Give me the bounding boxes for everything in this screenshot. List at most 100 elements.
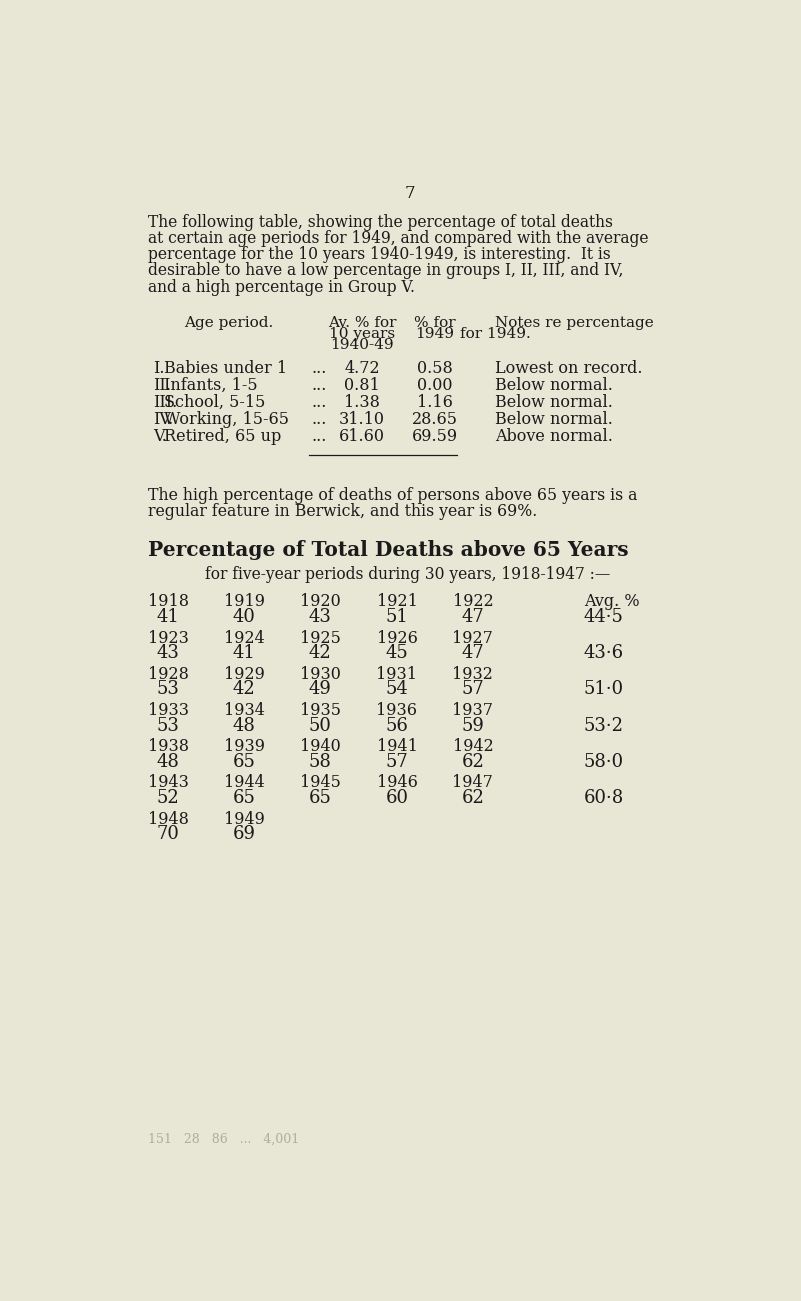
Text: Percentage of Total Deaths above 65 Years: Percentage of Total Deaths above 65 Year… <box>148 540 629 559</box>
Text: 58: 58 <box>309 753 332 771</box>
Text: 65: 65 <box>309 790 332 807</box>
Text: Notes re percentage: Notes re percentage <box>495 316 654 330</box>
Text: 0.81: 0.81 <box>344 377 380 394</box>
Text: 57: 57 <box>385 753 409 771</box>
Text: 1923: 1923 <box>148 630 189 647</box>
Text: 1945: 1945 <box>300 774 340 791</box>
Text: ...: ... <box>312 394 327 411</box>
Text: 1924: 1924 <box>224 630 264 647</box>
Text: 4.72: 4.72 <box>344 360 380 377</box>
Text: Age period.: Age period. <box>183 316 273 330</box>
Text: 1926: 1926 <box>376 630 417 647</box>
Text: ...: ... <box>312 428 327 445</box>
Text: Above normal.: Above normal. <box>495 428 614 445</box>
Text: desirable to have a low percentage in groups I, II, III, and IV,: desirable to have a low percentage in gr… <box>148 263 623 280</box>
Text: 70: 70 <box>157 825 179 843</box>
Text: 62: 62 <box>461 790 485 807</box>
Text: 1920: 1920 <box>300 593 340 610</box>
Text: 51·0: 51·0 <box>584 680 624 699</box>
Text: 48: 48 <box>233 717 256 735</box>
Text: Below normal.: Below normal. <box>495 411 614 428</box>
Text: 1944: 1944 <box>224 774 264 791</box>
Text: 1929: 1929 <box>223 666 264 683</box>
Text: 52: 52 <box>157 790 179 807</box>
Text: 59: 59 <box>461 717 485 735</box>
Text: 49: 49 <box>309 680 332 699</box>
Text: 1.38: 1.38 <box>344 394 380 411</box>
Text: ...: ... <box>312 411 327 428</box>
Text: 61.60: 61.60 <box>339 428 385 445</box>
Text: 1948: 1948 <box>148 811 189 827</box>
Text: 47: 47 <box>461 644 485 662</box>
Text: 1949: 1949 <box>223 811 264 827</box>
Text: 1940: 1940 <box>300 738 340 756</box>
Text: for five-year periods during 30 years, 1918-1947 :—: for five-year periods during 30 years, 1… <box>205 566 610 583</box>
Text: 42: 42 <box>309 644 332 662</box>
Text: 1937: 1937 <box>453 703 493 719</box>
Text: 151   28   86   ...   4,001: 151 28 86 ... 4,001 <box>148 1132 300 1145</box>
Text: 69: 69 <box>233 825 256 843</box>
Text: 1918: 1918 <box>148 593 189 610</box>
Text: 53: 53 <box>157 717 179 735</box>
Text: 1943: 1943 <box>148 774 189 791</box>
Text: 69.59: 69.59 <box>412 428 458 445</box>
Text: 51: 51 <box>385 608 409 626</box>
Text: 56: 56 <box>385 717 409 735</box>
Text: for 1949.: for 1949. <box>460 327 531 341</box>
Text: 28.65: 28.65 <box>412 411 458 428</box>
Text: The following table, showing the percentage of total deaths: The following table, showing the percent… <box>148 213 613 230</box>
Text: 62: 62 <box>461 753 485 771</box>
Text: 1928: 1928 <box>148 666 189 683</box>
Text: 0.58: 0.58 <box>417 360 453 377</box>
Text: 31.10: 31.10 <box>339 411 385 428</box>
Text: 1922: 1922 <box>453 593 493 610</box>
Text: 43: 43 <box>309 608 332 626</box>
Text: 53: 53 <box>157 680 179 699</box>
Text: % for: % for <box>414 316 456 330</box>
Text: 1942: 1942 <box>453 738 493 756</box>
Text: 60: 60 <box>385 790 409 807</box>
Text: 1947: 1947 <box>453 774 493 791</box>
Text: Working, 15-65: Working, 15-65 <box>163 411 288 428</box>
Text: 1938: 1938 <box>148 738 189 756</box>
Text: II.: II. <box>153 377 171 394</box>
Text: 1933: 1933 <box>148 703 189 719</box>
Text: 1921: 1921 <box>376 593 417 610</box>
Text: 42: 42 <box>233 680 256 699</box>
Text: 48: 48 <box>157 753 179 771</box>
Text: III.: III. <box>153 394 177 411</box>
Text: 1925: 1925 <box>300 630 340 647</box>
Text: 65: 65 <box>233 790 256 807</box>
Text: at certain age periods for 1949, and compared with the average: at certain age periods for 1949, and com… <box>148 230 649 247</box>
Text: 1939: 1939 <box>223 738 265 756</box>
Text: 1927: 1927 <box>453 630 493 647</box>
Text: 41: 41 <box>233 644 256 662</box>
Text: 1931: 1931 <box>376 666 417 683</box>
Text: 1934: 1934 <box>223 703 264 719</box>
Text: 1919: 1919 <box>223 593 265 610</box>
Text: I.: I. <box>153 360 164 377</box>
Text: 1936: 1936 <box>376 703 417 719</box>
Text: Lowest on record.: Lowest on record. <box>495 360 643 377</box>
Text: 44·5: 44·5 <box>584 608 624 626</box>
Text: 7: 7 <box>405 185 416 203</box>
Text: and a high percentage in Group V.: and a high percentage in Group V. <box>148 278 415 295</box>
Text: percentage for the 10 years 1940-1949, is interesting.  It is: percentage for the 10 years 1940-1949, i… <box>148 246 611 263</box>
Text: Infants, 1-5: Infants, 1-5 <box>163 377 257 394</box>
Text: 1941: 1941 <box>376 738 417 756</box>
Text: ...: ... <box>312 377 327 394</box>
Text: 1935: 1935 <box>300 703 340 719</box>
Text: 40: 40 <box>233 608 256 626</box>
Text: V.: V. <box>153 428 167 445</box>
Text: 65: 65 <box>233 753 256 771</box>
Text: 43·6: 43·6 <box>584 644 624 662</box>
Text: 1949: 1949 <box>416 327 454 341</box>
Text: 10 years: 10 years <box>329 327 395 341</box>
Text: 41: 41 <box>157 608 179 626</box>
Text: Retired, 65 up: Retired, 65 up <box>163 428 281 445</box>
Text: IV.: IV. <box>153 411 173 428</box>
Text: Below normal.: Below normal. <box>495 394 614 411</box>
Text: 54: 54 <box>385 680 409 699</box>
Text: Av. % for: Av. % for <box>328 316 396 330</box>
Text: 1940-49: 1940-49 <box>330 338 394 351</box>
